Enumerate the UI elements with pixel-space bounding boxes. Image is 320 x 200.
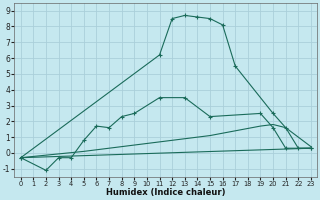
X-axis label: Humidex (Indice chaleur): Humidex (Indice chaleur) (106, 188, 226, 197)
